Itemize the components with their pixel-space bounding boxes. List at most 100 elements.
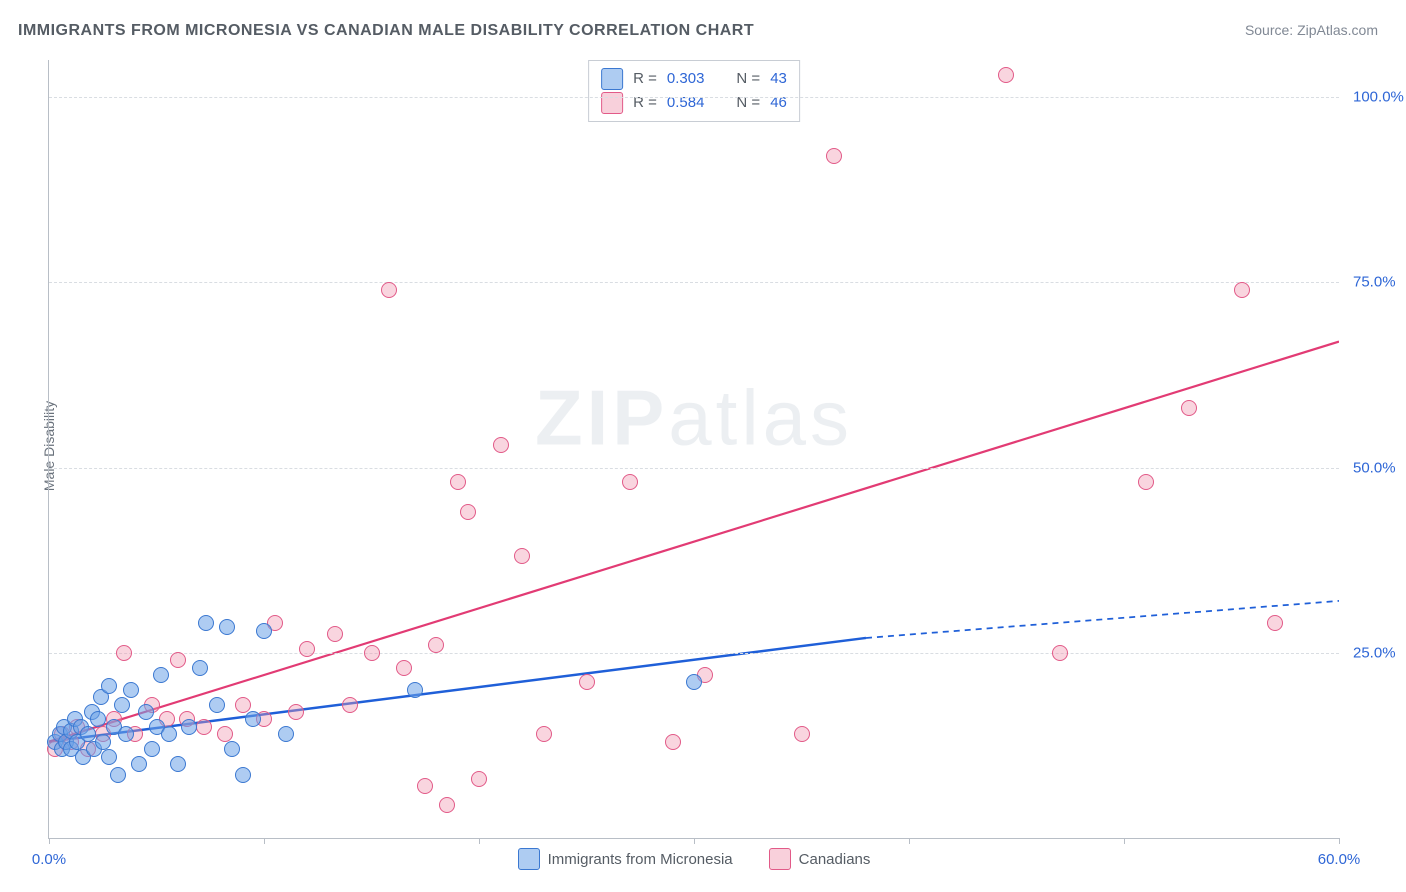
data-point	[327, 626, 343, 642]
legend-row: R = 0.303 N = 43	[601, 67, 787, 91]
legend-swatch	[601, 68, 623, 90]
data-point	[224, 741, 240, 757]
data-point	[123, 682, 139, 698]
x-tick	[479, 838, 480, 844]
data-point	[826, 148, 842, 164]
data-point	[1267, 615, 1283, 631]
data-point	[101, 749, 117, 765]
legend-swatch	[769, 848, 791, 870]
data-point	[118, 726, 134, 742]
trendlines	[49, 60, 1339, 838]
data-point	[196, 719, 212, 735]
data-point	[161, 726, 177, 742]
source-prefix: Source:	[1245, 22, 1297, 38]
data-point	[278, 726, 294, 742]
data-point	[407, 682, 423, 698]
x-tick-label: 0.0%	[32, 851, 66, 868]
data-point	[342, 697, 358, 713]
data-point	[101, 678, 117, 694]
data-point	[95, 734, 111, 750]
data-point	[198, 615, 214, 631]
x-tick	[1124, 838, 1125, 844]
data-point	[396, 660, 412, 676]
data-point	[1181, 400, 1197, 416]
watermark-bold: ZIP	[535, 373, 668, 461]
data-point	[998, 67, 1014, 83]
x-tick	[909, 838, 910, 844]
data-point	[471, 771, 487, 787]
data-point	[794, 726, 810, 742]
series-legend-label: Immigrants from Micronesia	[548, 851, 733, 868]
data-point	[1138, 474, 1154, 490]
data-point	[1234, 282, 1250, 298]
legend-n-label: N =	[736, 91, 760, 115]
data-point	[450, 474, 466, 490]
data-point	[90, 711, 106, 727]
data-point	[256, 623, 272, 639]
data-point	[460, 504, 476, 520]
data-point	[417, 778, 433, 794]
y-tick-label: 50.0%	[1353, 459, 1396, 476]
correlation-legend: R = 0.303 N = 43 R = 0.584 N = 46	[588, 60, 800, 122]
legend-r-value: 0.303	[667, 67, 705, 91]
gridline-h	[49, 97, 1339, 98]
data-point	[579, 674, 595, 690]
data-point	[80, 726, 96, 742]
data-point	[536, 726, 552, 742]
data-point	[665, 734, 681, 750]
y-tick-label: 25.0%	[1353, 644, 1396, 661]
data-point	[116, 645, 132, 661]
gridline-h	[49, 468, 1339, 469]
legend-r-label: R =	[633, 91, 657, 115]
data-point	[217, 726, 233, 742]
series-legend-item: Canadians	[769, 848, 871, 870]
data-point	[219, 619, 235, 635]
x-tick-label: 60.0%	[1318, 851, 1361, 868]
data-point	[131, 756, 147, 772]
x-tick	[49, 838, 50, 844]
data-point	[235, 767, 251, 783]
x-tick	[264, 838, 265, 844]
legend-n-value: 43	[770, 67, 787, 91]
legend-r-label: R =	[633, 67, 657, 91]
watermark-light: atlas	[668, 373, 853, 461]
data-point	[381, 282, 397, 298]
legend-swatch	[518, 848, 540, 870]
series-legend-item: Immigrants from Micronesia	[518, 848, 733, 870]
data-point	[235, 697, 251, 713]
data-point	[144, 741, 160, 757]
data-point	[110, 767, 126, 783]
data-point	[1052, 645, 1068, 661]
scatter-plot: ZIPatlas R = 0.303N = 43R = 0.584N = 46 …	[48, 60, 1339, 839]
legend-n-label: N =	[736, 67, 760, 91]
data-point	[170, 652, 186, 668]
data-point	[622, 474, 638, 490]
legend-n-value: 46	[770, 91, 787, 115]
source-name: ZipAtlas.com	[1297, 22, 1378, 38]
data-point	[209, 697, 225, 713]
chart-title: IMMIGRANTS FROM MICRONESIA VS CANADIAN M…	[18, 22, 754, 40]
data-point	[364, 645, 380, 661]
x-tick	[1339, 838, 1340, 844]
gridline-h	[49, 282, 1339, 283]
y-tick-label: 75.0%	[1353, 274, 1396, 291]
data-point	[493, 437, 509, 453]
data-point	[170, 756, 186, 772]
gridline-h	[49, 653, 1339, 654]
legend-row: R = 0.584 N = 46	[601, 91, 787, 115]
series-legend: Immigrants from Micronesia Canadians	[49, 848, 1339, 874]
data-point	[299, 641, 315, 657]
data-point	[514, 548, 530, 564]
data-point	[114, 697, 130, 713]
series-legend-label: Canadians	[799, 851, 871, 868]
data-point	[428, 637, 444, 653]
data-point	[288, 704, 304, 720]
data-point	[192, 660, 208, 676]
y-tick-label: 100.0%	[1353, 89, 1404, 106]
legend-r-value: 0.584	[667, 91, 705, 115]
source-attribution: Source: ZipAtlas.com	[1245, 22, 1378, 38]
x-tick	[694, 838, 695, 844]
data-point	[686, 674, 702, 690]
data-point	[245, 711, 261, 727]
data-point	[181, 719, 197, 735]
